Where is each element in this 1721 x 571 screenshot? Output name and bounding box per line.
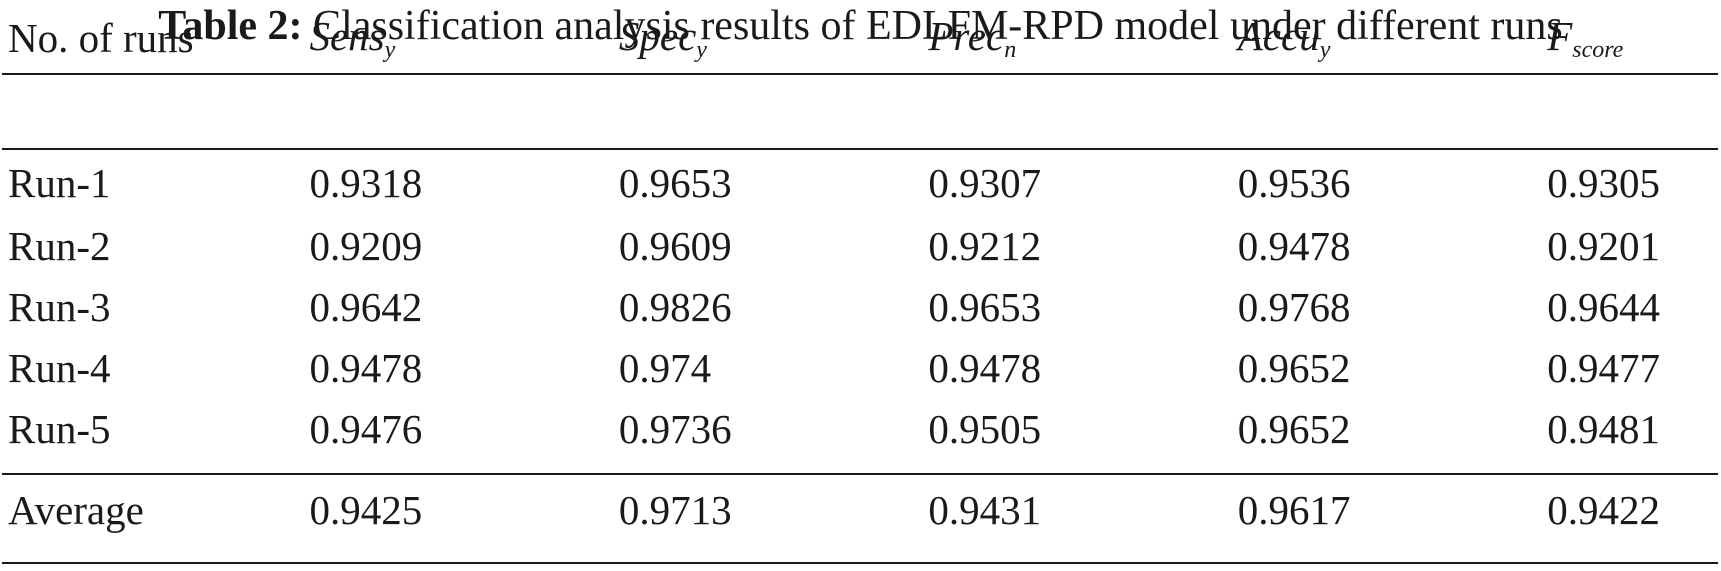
row-label-average: Average — [8, 487, 144, 533]
table-caption-label: Table 2: — [158, 3, 303, 49]
table-average-rule — [2, 473, 1718, 475]
results-table: No. of runs Sensy Specy Precn Accuy Fsco… — [0, 0, 1721, 549]
cell-value: 0.9536 — [1237, 160, 1351, 206]
cell-value: 0.9652 — [1237, 344, 1351, 391]
cell-value: 0.9478 — [309, 344, 423, 391]
cell-value: 0.9318 — [309, 160, 423, 206]
table-header-row: No. of runs Sensy Specy Precn Accuy Fsco… — [0, 0, 1721, 76]
table-bottom-rule — [2, 562, 1718, 564]
row-label: Run-4 — [8, 344, 111, 391]
row-label: Run-5 — [8, 405, 111, 452]
header-sens: Sensy — [309, 13, 396, 63]
cell-value: 0.9477 — [1547, 344, 1660, 391]
cell-value: 0.9478 — [928, 344, 1042, 391]
row-label: Run-3 — [8, 283, 111, 330]
cell-value: 0.9652 — [1237, 405, 1351, 452]
cell-value: 0.9642 — [309, 283, 423, 330]
table-row: Run-1 0.9318 0.9653 0.9307 0.9536 0.9305 — [0, 151, 1721, 215]
cell-value: 0.9653 — [618, 160, 732, 206]
cell-value: 0.9305 — [1547, 160, 1660, 206]
cell-value: 0.9212 — [928, 222, 1042, 269]
table-header-rule — [2, 148, 1718, 150]
cell-value: 0.9422 — [1547, 487, 1660, 533]
cell-value: 0.9644 — [1547, 283, 1660, 330]
cell-value: 0.9826 — [618, 283, 732, 330]
cell-value: 0.9431 — [928, 487, 1042, 533]
cell-value: 0.9209 — [309, 222, 423, 269]
cell-value: 0.9653 — [928, 283, 1042, 330]
header-fscore: Fscore — [1547, 13, 1624, 63]
cell-value: 0.9609 — [618, 222, 732, 269]
table-row: Run-5 0.9476 0.9736 0.9505 0.9652 0.9481 — [0, 398, 1721, 459]
row-label: Run-2 — [8, 222, 111, 269]
cell-value: 0.9201 — [1547, 222, 1660, 269]
table-row: Run-2 0.9209 0.9609 0.9212 0.9478 0.9201 — [0, 215, 1721, 276]
cell-value: 0.9307 — [928, 160, 1042, 206]
table-row: Run-4 0.9478 0.974 0.9478 0.9652 0.9477 — [0, 337, 1721, 398]
header-spec: Specy — [618, 13, 707, 63]
table-average-row: Average 0.9425 0.9713 0.9431 0.9617 0.94… — [0, 459, 1721, 549]
cell-value: 0.9481 — [1547, 405, 1660, 452]
table-caption-text: Classification analysis results of EDLFM… — [313, 3, 1563, 49]
header-runs: No. of runs — [8, 15, 194, 61]
cell-value: 0.974 — [618, 344, 712, 391]
cell-value: 0.9425 — [309, 487, 423, 533]
table-row: Run-3 0.9642 0.9826 0.9653 0.9768 0.9644 — [0, 276, 1721, 337]
cell-value: 0.9617 — [1237, 487, 1351, 533]
cell-value: 0.9476 — [309, 405, 423, 452]
header-accu: Accuy — [1237, 13, 1331, 63]
cell-value: 0.9505 — [928, 405, 1042, 452]
cell-value: 0.9713 — [618, 487, 732, 533]
table-top-rule — [2, 73, 1718, 75]
header-prec: Precn — [928, 13, 1017, 63]
cell-value: 0.9736 — [618, 405, 732, 452]
cell-value: 0.9478 — [1237, 222, 1351, 269]
table-caption: Table 2: Classification analysis results… — [0, 0, 1721, 52]
row-label: Run-1 — [8, 160, 111, 206]
cell-value: 0.9768 — [1237, 283, 1351, 330]
